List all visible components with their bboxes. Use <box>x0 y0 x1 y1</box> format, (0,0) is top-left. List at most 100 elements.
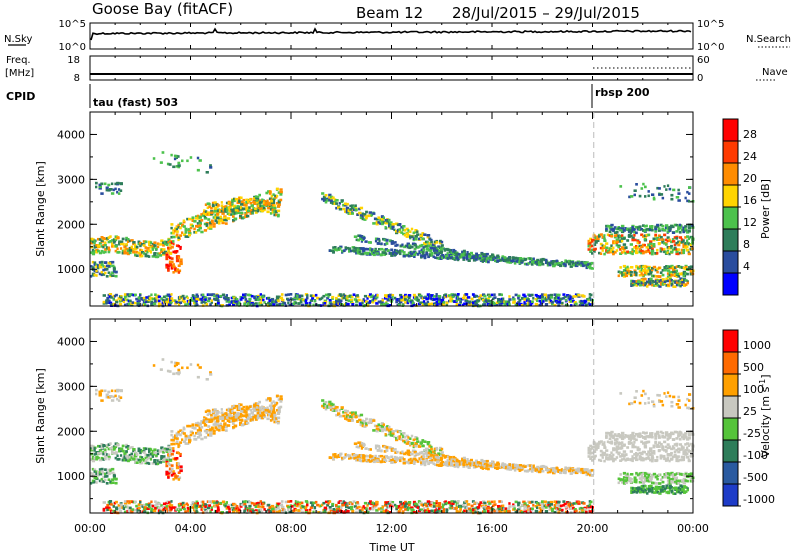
power-cell <box>221 221 225 225</box>
power-cell <box>137 296 141 299</box>
velocity-cell <box>184 438 188 441</box>
power-cell <box>603 239 607 242</box>
power-cell <box>494 256 498 260</box>
power-cell <box>248 293 252 297</box>
power-cell <box>539 301 542 305</box>
power-cell <box>395 231 399 235</box>
power-cell <box>381 251 385 254</box>
power-cell <box>583 299 588 303</box>
power-cell <box>376 252 379 255</box>
power-cell <box>102 268 105 272</box>
power-cell <box>530 300 534 303</box>
power-cell <box>379 247 383 251</box>
power-cell <box>170 235 173 239</box>
power-cell <box>190 297 193 300</box>
power-cell <box>163 250 168 254</box>
power-cell <box>520 261 524 264</box>
power-cell <box>362 298 365 301</box>
velocity-cell <box>420 450 424 454</box>
power-cell <box>110 303 113 306</box>
power-cell <box>564 259 567 262</box>
power-cell <box>682 274 685 278</box>
power-cell <box>179 301 183 304</box>
power-cell <box>351 249 355 252</box>
power-cell <box>182 233 187 236</box>
power-cell <box>389 239 392 242</box>
power-cbar-tick-16: 16 <box>743 194 757 207</box>
power-cell <box>361 217 365 221</box>
power-cell <box>406 254 409 257</box>
power-cell <box>661 224 665 228</box>
power-cell <box>416 233 420 236</box>
power-cell <box>270 194 274 198</box>
power-cell <box>503 256 507 259</box>
power-cell <box>390 251 394 255</box>
power-cell <box>402 225 406 228</box>
power-cell <box>196 214 200 218</box>
power-cell <box>430 251 434 255</box>
power-cell <box>255 199 259 202</box>
power-cell <box>375 302 379 305</box>
power-cell <box>204 296 207 299</box>
power-cell <box>591 248 594 252</box>
power-cell <box>240 196 243 200</box>
power-cell <box>610 235 614 238</box>
power-cell <box>236 198 240 202</box>
power-cell <box>107 299 111 303</box>
power-cell <box>404 244 408 248</box>
power-cell <box>173 227 177 230</box>
power-cell <box>189 223 194 227</box>
velocity-cell <box>198 423 202 426</box>
power-cell <box>421 255 425 258</box>
velocity-cell <box>262 413 266 417</box>
power-cell <box>139 254 143 258</box>
power-cell <box>337 298 341 302</box>
freq-panel <box>89 55 694 81</box>
power-cell <box>238 301 241 305</box>
power-cell <box>383 251 387 254</box>
power-cell <box>271 210 274 214</box>
power-cell <box>448 251 452 254</box>
power-cell <box>391 223 395 226</box>
power-cell <box>425 303 429 307</box>
power-cell <box>126 238 130 241</box>
power-cell <box>107 264 111 268</box>
power-cell <box>225 201 229 205</box>
power-cell <box>405 232 409 235</box>
power-cell <box>550 260 554 263</box>
power-cell <box>142 244 146 247</box>
velocity-cell <box>467 466 471 469</box>
power-cell <box>391 294 395 297</box>
power-cell <box>154 299 158 303</box>
power-cell <box>298 297 302 301</box>
power-cell <box>222 209 225 212</box>
power-cell <box>344 203 348 207</box>
power-cell <box>523 262 528 266</box>
power-cell <box>355 251 358 255</box>
power-cell <box>95 263 98 267</box>
velocity-cell <box>217 411 220 414</box>
velocity-cell <box>172 442 176 446</box>
power-cell <box>424 240 428 244</box>
power-cell <box>349 208 353 211</box>
power-cell <box>617 245 620 249</box>
power-cell <box>578 262 581 266</box>
power-cell <box>112 239 117 243</box>
velocity-cell <box>487 467 490 471</box>
power-cell <box>104 268 108 271</box>
power-cell <box>368 300 372 303</box>
power-cell <box>482 253 486 256</box>
power-cbar-tick-4: 4 <box>743 260 750 273</box>
power-cell <box>284 293 288 297</box>
power-cell <box>417 245 420 249</box>
power-cell <box>240 216 245 220</box>
power-cell <box>240 206 243 210</box>
power-cell <box>552 260 555 263</box>
power-cell <box>587 242 591 245</box>
power-cell <box>475 301 478 305</box>
nsky-trace <box>90 27 692 41</box>
power-cell <box>529 257 533 260</box>
power-cell <box>399 252 402 256</box>
power-cell <box>569 260 573 264</box>
velocity-cell <box>423 463 427 467</box>
